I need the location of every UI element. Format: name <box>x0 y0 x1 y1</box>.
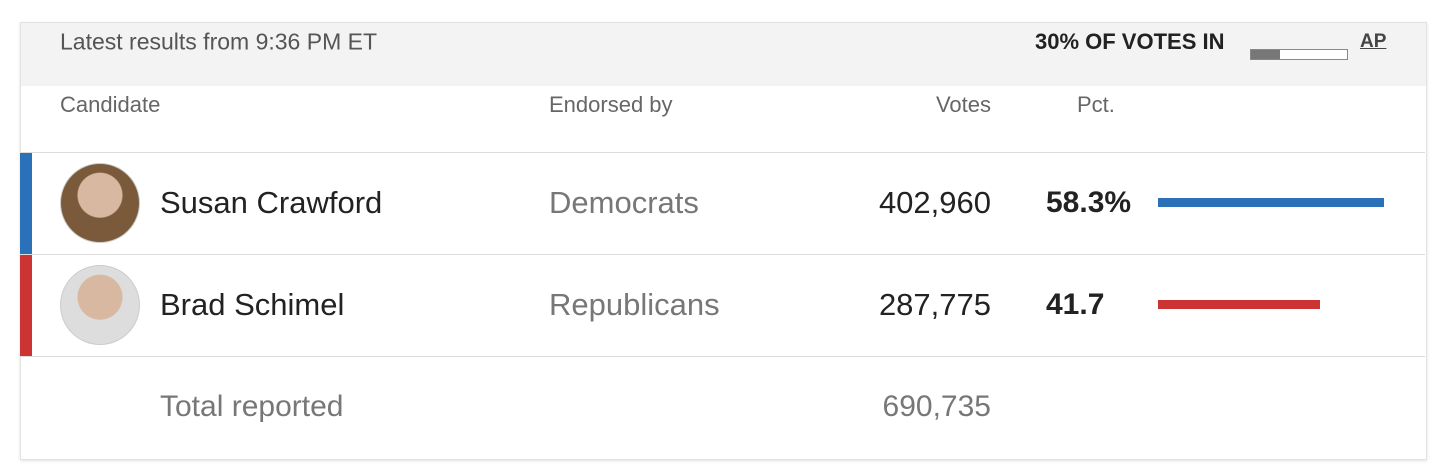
column-header: Pct. <box>1077 92 1115 117</box>
endorsement: Democrats <box>549 185 699 220</box>
percent-bar <box>1158 198 1384 207</box>
candidate-name: Brad Schimel <box>160 287 345 322</box>
candidate-photo <box>60 163 140 243</box>
reporting-bar <box>1251 50 1280 59</box>
candidate-name: Susan Crawford <box>160 185 383 220</box>
results-header <box>21 23 1426 86</box>
candidate-photo <box>60 265 140 345</box>
source-link[interactable]: AP <box>1360 31 1387 52</box>
column-header: Votes <box>935 92 991 117</box>
percent: 41.7 <box>1046 288 1105 321</box>
votes: 287,775 <box>878 287 991 322</box>
divider <box>20 356 1425 357</box>
results-card <box>20 22 1427 460</box>
column-header: Candidate <box>60 92 161 117</box>
divider <box>20 254 1425 255</box>
column-header: Endorsed by <box>549 92 673 117</box>
reporting-label: 30% OF VOTES IN <box>1035 29 1225 54</box>
total-votes: 690,735 <box>882 390 991 423</box>
percent-bar <box>1158 300 1320 309</box>
party-stripe <box>20 255 32 356</box>
total-label: Total reported <box>160 390 344 423</box>
divider <box>20 152 1425 153</box>
reporting-track <box>1250 49 1348 60</box>
percent: 58.3% <box>1046 186 1132 219</box>
votes: 402,960 <box>878 185 991 220</box>
endorsement: Republicans <box>549 287 720 322</box>
party-stripe <box>20 153 32 254</box>
timestamp: Latest results from 9:36 PM ET <box>60 28 378 55</box>
